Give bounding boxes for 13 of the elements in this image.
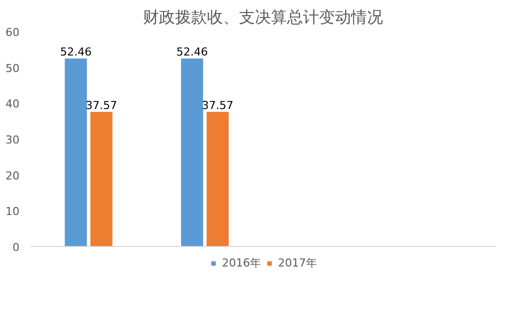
y-tick-label: 0 xyxy=(12,241,20,254)
y-tick-label: 30 xyxy=(6,134,20,146)
data-label: 52.46 xyxy=(60,46,92,59)
y-tick-label: 20 xyxy=(6,169,20,182)
legend-label: 2017年 xyxy=(278,256,317,270)
y-tick-label: 60 xyxy=(6,26,20,39)
data-label: 52.46 xyxy=(176,46,208,59)
data-label: 37.57 xyxy=(86,98,118,112)
y-tick-label: 10 xyxy=(6,205,20,218)
y-tick-label: 50 xyxy=(6,62,20,75)
y-tick-label: 40 xyxy=(6,98,20,111)
chart-title: 财政拨款收、支决算总计变动情况 xyxy=(143,8,383,26)
legend-label: 2016年 xyxy=(222,256,261,270)
